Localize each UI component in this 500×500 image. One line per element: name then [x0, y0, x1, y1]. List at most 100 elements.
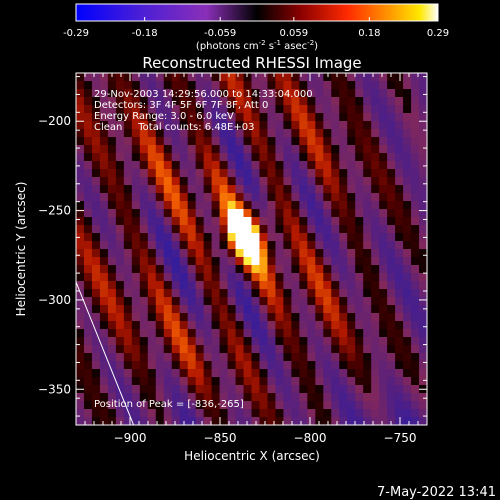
heatmap-cell [371, 329, 380, 338]
heatmap-cell [323, 345, 332, 354]
heatmap-cell [99, 313, 109, 322]
heatmap-cell [147, 273, 157, 282]
heatmap-cell [419, 105, 427, 114]
heatmap-cell [163, 209, 173, 218]
heatmap-cell [259, 89, 269, 98]
heatmap-cell [339, 113, 348, 122]
heatmap-cell [307, 81, 316, 90]
heatmap-cell [139, 345, 149, 354]
heatmap-cell [99, 137, 109, 146]
heatmap-cell [259, 281, 269, 290]
heatmap-cell [363, 249, 372, 258]
heatmap-cell [259, 161, 269, 170]
heatmap-cell [363, 313, 372, 322]
heatmap-cell [227, 313, 237, 322]
heatmap-cell [139, 97, 149, 106]
heatmap-cell [291, 241, 300, 250]
heatmap-cell [131, 257, 141, 266]
heatmap-cell [347, 385, 356, 394]
heatmap-cell [139, 249, 149, 258]
heatmap-cell [307, 145, 316, 154]
heatmap-cell [179, 265, 189, 274]
heatmap-cell [379, 353, 388, 362]
solar-limb-line [76, 281, 135, 425]
heatmap-cell [283, 257, 292, 266]
heatmap-cell [363, 73, 372, 82]
heatmap-cell [211, 185, 221, 194]
heatmap-cell [99, 321, 109, 330]
heatmap-cell [107, 241, 117, 250]
heatmap-cell [267, 201, 277, 210]
heatmap-cell [227, 153, 237, 162]
heatmap-cell [195, 241, 205, 250]
heatmap-cell [187, 337, 197, 346]
heatmap-cell [379, 257, 388, 266]
heatmap-cell [275, 281, 285, 290]
heatmap-cell [275, 105, 285, 114]
heatmap-cell [155, 121, 165, 130]
heatmap-cell [91, 233, 101, 242]
heatmap-cell [243, 417, 253, 425]
heatmap-cell [283, 281, 292, 290]
heatmap-cell [251, 297, 261, 306]
heatmap-cell [243, 321, 253, 330]
heatmap-cell [195, 401, 205, 410]
heatmap-cell [195, 73, 205, 82]
heatmap-cell [395, 345, 404, 354]
heatmap-cell [379, 385, 388, 394]
heatmap-cell [395, 305, 404, 314]
heatmap-cell [387, 129, 396, 138]
heatmap-cell [107, 81, 117, 90]
heatmap-cell [299, 249, 308, 258]
heatmap-cell [107, 249, 117, 258]
heatmap-cell [387, 209, 396, 218]
heatmap-cell [275, 81, 285, 90]
heatmap-cell [355, 385, 364, 394]
heatmap-cell [211, 281, 221, 290]
heatmap-cell [371, 201, 380, 210]
heatmap-cell [163, 273, 173, 282]
heatmap-cell [131, 337, 141, 346]
heatmap-cell [403, 97, 412, 106]
heatmap-cell [267, 305, 277, 314]
heatmap-cell [115, 185, 125, 194]
heatmap-cell [363, 185, 372, 194]
heatmap-cell [235, 417, 245, 425]
heatmap-cell [99, 305, 109, 314]
heatmap-cell [347, 233, 356, 242]
heatmap-cell [203, 153, 213, 162]
heatmap-cell [379, 409, 388, 418]
heatmap-cell [203, 289, 213, 298]
heatmap-cell [155, 113, 165, 122]
heatmap-cell [76, 337, 85, 346]
heatmap-cell [355, 177, 364, 186]
heatmap-cell [363, 153, 372, 162]
heatmap-area [76, 73, 427, 425]
heatmap-cell [123, 233, 133, 242]
heatmap-cell [299, 377, 308, 386]
heatmap-cell [155, 417, 165, 425]
heatmap-cell [403, 257, 412, 266]
heatmap-cell [219, 297, 229, 306]
heatmap-cell [331, 361, 340, 370]
heatmap-cell [299, 409, 308, 418]
heatmap-cell [307, 161, 316, 170]
heatmap-cell [76, 297, 85, 306]
heatmap-cell [371, 321, 380, 330]
heatmap-cell [155, 249, 165, 258]
heatmap-cell [235, 361, 245, 370]
heatmap-cell [419, 297, 427, 306]
heatmap-cell [195, 177, 205, 186]
heatmap-cell [115, 81, 125, 90]
x-tick-label: −850 [204, 431, 237, 445]
heatmap-cell [267, 153, 277, 162]
heatmap-cell [371, 313, 380, 322]
heatmap-cell [291, 201, 300, 210]
heatmap-cell [179, 401, 189, 410]
heatmap-cell [107, 169, 117, 178]
heatmap-cell [251, 161, 261, 170]
heatmap-cell [195, 417, 205, 425]
heatmap-cell [331, 217, 340, 226]
colorbar: -0.29 -0.18 -0.059 0.059 0.18 0.29 (photons c… [63, 3, 449, 52]
heatmap-cell [203, 97, 213, 106]
